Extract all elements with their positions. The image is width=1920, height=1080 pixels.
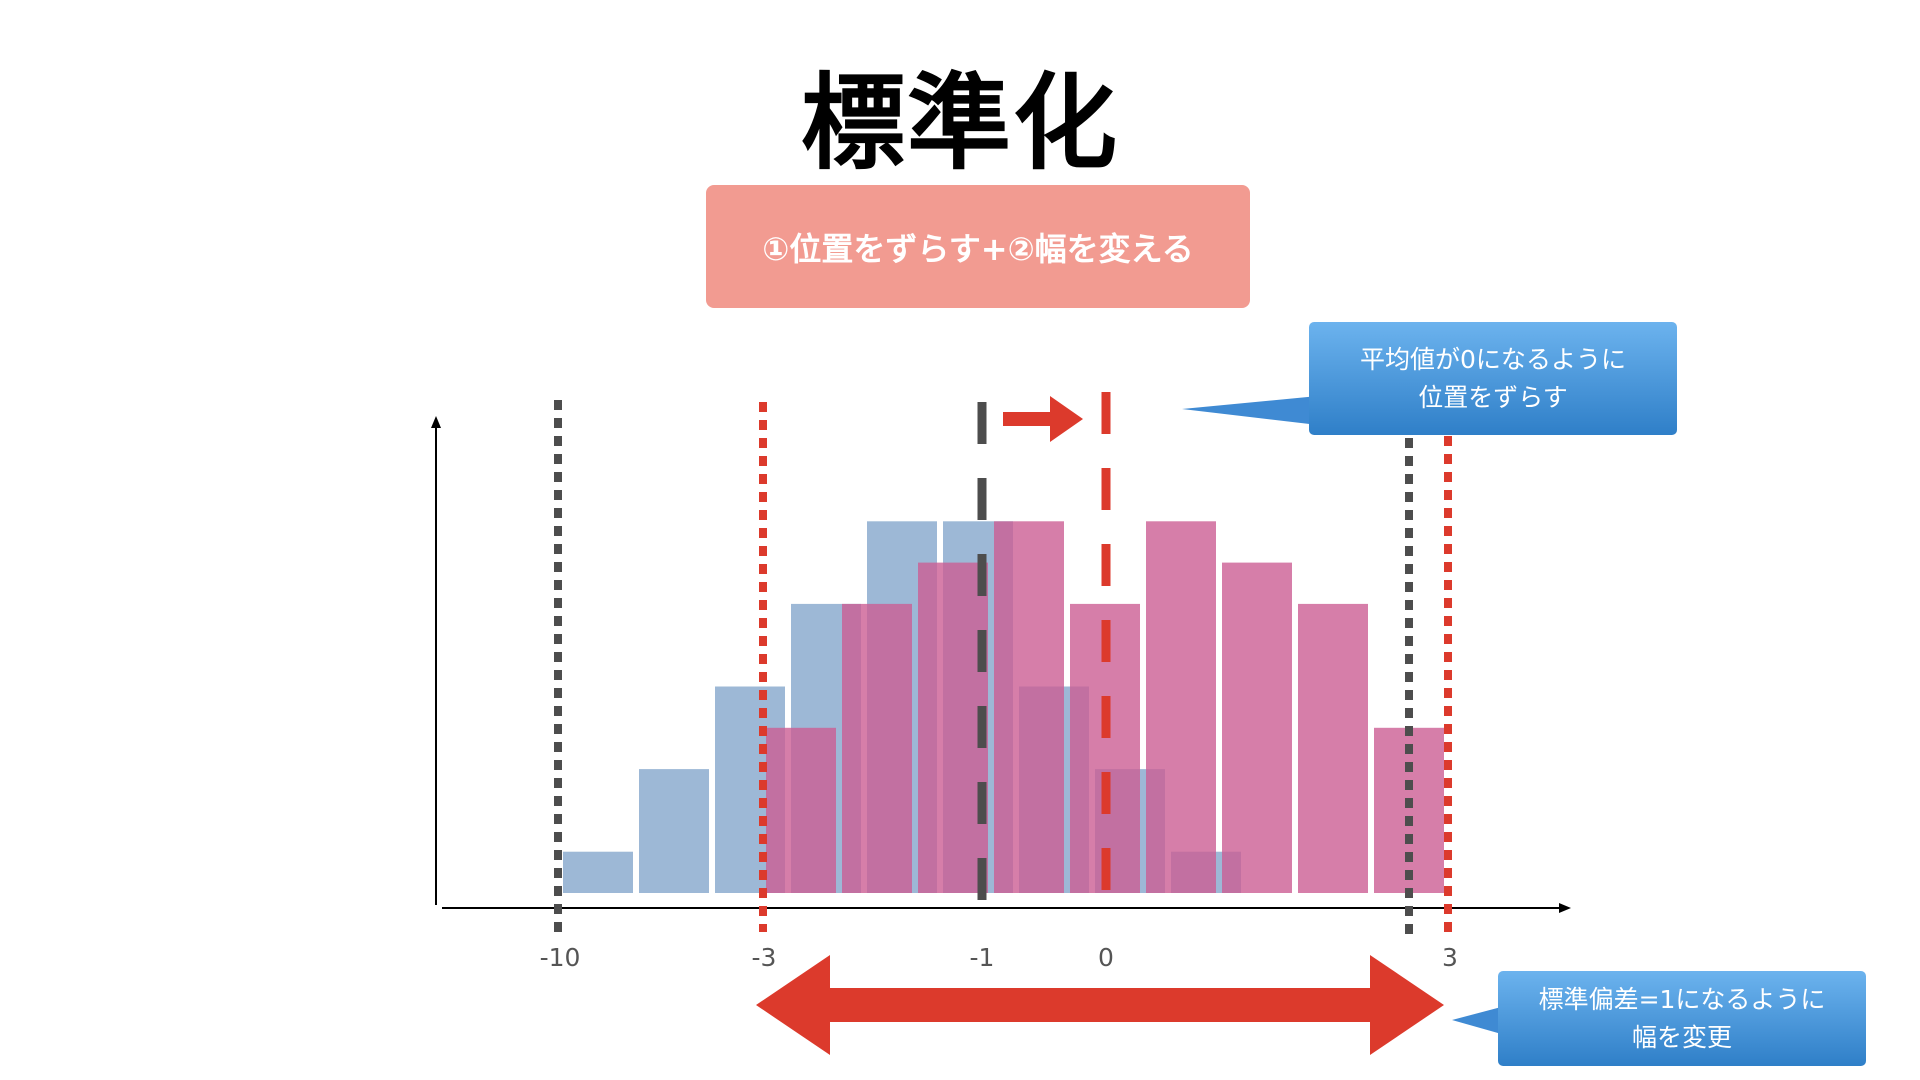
page-title: 標準化	[800, 62, 1119, 184]
callout-mean-line2: 位置をずらす	[1418, 382, 1568, 412]
original-bar-1	[563, 851, 633, 893]
callout-mean-line1: 平均値が0になるように	[1360, 344, 1626, 374]
y-axis-arrow	[431, 416, 441, 428]
tick-label-minus-3: -3	[752, 943, 777, 972]
tick-label-minus-10: -10	[540, 943, 581, 972]
callout-std-line1: 標準偏差=1になるように	[1538, 984, 1826, 1014]
callout-std-scale: 標準偏差=1になるように 幅を変更	[1498, 971, 1866, 1066]
x-axis-arrow	[1559, 903, 1571, 913]
original-bar-2	[639, 769, 709, 893]
mean-shift-arrow-icon	[1003, 396, 1083, 442]
standardized-bar-6	[1146, 521, 1216, 893]
standardized-bar-8	[1298, 603, 1368, 893]
standardized-bars	[766, 521, 1444, 893]
standardized-bar-9	[1374, 727, 1444, 893]
tick-label-3: 3	[1442, 943, 1458, 972]
tick-label-minus-1: -1	[970, 943, 995, 972]
std-width-arrow-icon	[756, 955, 1444, 1055]
banner-text: ①位置をずらす+②幅を変える	[762, 229, 1194, 268]
callout-std-pointer	[1452, 1006, 1505, 1035]
standardized-bar-7	[1222, 562, 1292, 893]
standardized-bar-1	[766, 727, 836, 893]
callout-mean-shift: 平均値が0になるように 位置をずらす	[1309, 322, 1677, 435]
tick-label-0: 0	[1098, 943, 1114, 972]
standardized-bar-3	[918, 562, 988, 893]
standardized-bar-2	[842, 603, 912, 893]
steps-banner: ①位置をずらす+②幅を変える	[706, 185, 1250, 308]
callout-mean-pointer	[1182, 396, 1318, 425]
callout-std-line2: 幅を変更	[1631, 1022, 1732, 1052]
standardized-bar-4	[994, 521, 1064, 893]
